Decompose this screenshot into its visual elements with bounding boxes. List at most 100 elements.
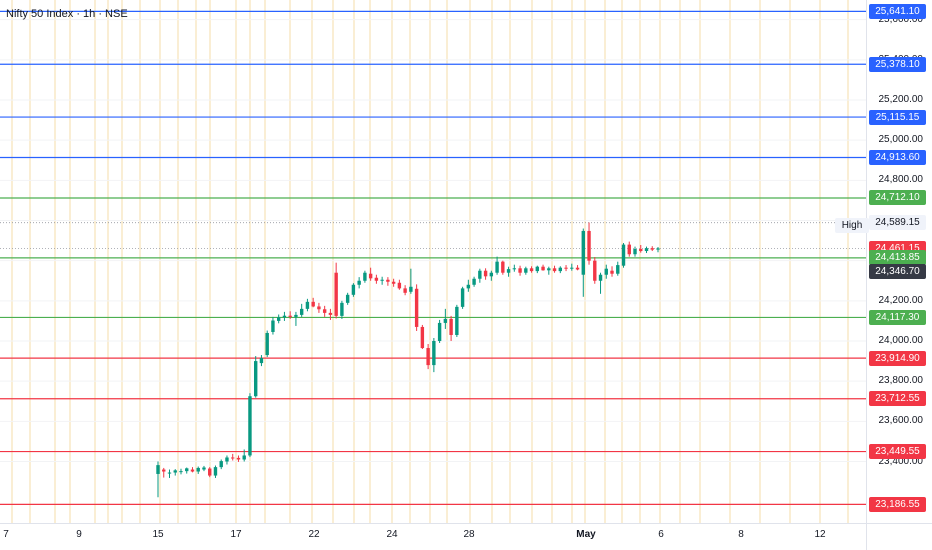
candle: [185, 467, 189, 474]
candle: [380, 276, 384, 285]
candle-body: [598, 274, 603, 281]
candle-body: [552, 268, 557, 272]
candle: [167, 469, 172, 478]
candle: [460, 286, 465, 309]
candle-body: [202, 467, 206, 470]
candle-body: [374, 277, 379, 281]
candle-body: [495, 261, 499, 273]
candle: [570, 263, 574, 271]
candle-body: [271, 320, 275, 332]
price-badge-blue: 24,913.60: [869, 150, 926, 166]
price-badge-prev: 24,346.70: [869, 263, 926, 279]
candle: [575, 265, 580, 271]
candle-body: [236, 457, 241, 460]
candle: [374, 274, 379, 284]
candle: [162, 467, 166, 478]
candle-body: [644, 248, 649, 252]
time-tick-label: 17: [230, 529, 242, 540]
time-tick-label: 7: [3, 529, 9, 540]
candle: [558, 266, 562, 274]
candle-body: [167, 472, 172, 474]
candle-body: [345, 294, 350, 303]
candle-body: [610, 270, 614, 274]
candle: [345, 292, 350, 305]
candle-body: [196, 467, 200, 472]
candle-body: [621, 244, 626, 266]
candle-body: [650, 248, 654, 250]
candle: [305, 298, 310, 312]
time-tick-label: May: [576, 529, 596, 540]
candle: [627, 241, 631, 257]
candle: [610, 266, 614, 277]
candle: [322, 305, 327, 317]
session-grid: [11, 0, 849, 523]
candle-body: [570, 267, 574, 269]
candle-body: [386, 279, 390, 282]
candle: [621, 242, 626, 268]
candle: [294, 311, 298, 326]
candle: [328, 308, 333, 320]
price-gridlines: [0, 19, 866, 462]
candle: [265, 330, 269, 358]
candle-body: [334, 272, 338, 316]
candle: [334, 262, 338, 319]
time-tick-label: 24: [386, 529, 398, 540]
candle-body: [478, 270, 482, 279]
candle-body: [162, 469, 166, 472]
candle: [409, 268, 413, 294]
candle-body: [524, 268, 528, 273]
candle: [386, 277, 390, 286]
candle: [598, 272, 603, 294]
candle-body: [231, 457, 235, 459]
candle-body: [489, 272, 494, 277]
candle: [547, 266, 551, 275]
candle-body: [466, 284, 471, 289]
candle: [414, 284, 419, 331]
price-badge-high: 24,589.15: [869, 215, 926, 231]
candle: [208, 467, 212, 478]
time-tick-label: 12: [814, 529, 826, 540]
candle: [219, 459, 223, 470]
price-badge-green: 24,413.85: [869, 250, 926, 266]
price-badge-red: 23,449.55: [869, 444, 926, 460]
candle-body: [219, 461, 223, 468]
chart-title: Nifty 50 Index · 1h · NSE: [6, 8, 128, 20]
candle-body: [616, 265, 620, 274]
candle: [472, 276, 476, 287]
candle-body: [420, 326, 425, 349]
high-label: High: [835, 218, 869, 233]
candle: [455, 304, 459, 337]
price-tick-label: 25,600.00: [878, 13, 924, 25]
candle-body: [587, 230, 591, 261]
candle: [489, 270, 494, 281]
candle: [288, 311, 292, 319]
candle-body: [363, 272, 367, 281]
candle: [495, 256, 499, 275]
candle: [351, 283, 356, 297]
candles: [156, 222, 660, 498]
candle-body: [368, 273, 373, 279]
candle-body: [254, 361, 258, 397]
candle: [403, 285, 407, 296]
candle: [391, 278, 396, 287]
price-tick-label: 24,200.00: [878, 294, 924, 306]
candle-body: [288, 315, 292, 317]
candle-body: [185, 468, 189, 472]
candle: [587, 222, 591, 265]
candle-body: [604, 268, 608, 275]
price-tick-label: 23,800.00: [878, 375, 924, 387]
candle: [317, 302, 321, 313]
candle: [236, 455, 241, 462]
candle: [512, 264, 517, 272]
candle: [506, 266, 511, 277]
price-badge-green: 24,712.10: [869, 190, 926, 206]
candle-body: [305, 301, 310, 309]
candle-body: [397, 282, 402, 289]
candle-body: [391, 281, 396, 284]
price-badge-red: 23,186.55: [869, 496, 926, 512]
price-badge-blue: 25,641.10: [869, 3, 926, 19]
candle: [357, 277, 361, 289]
price-badge-red: 23,712.55: [869, 391, 926, 407]
candle: [443, 308, 448, 329]
